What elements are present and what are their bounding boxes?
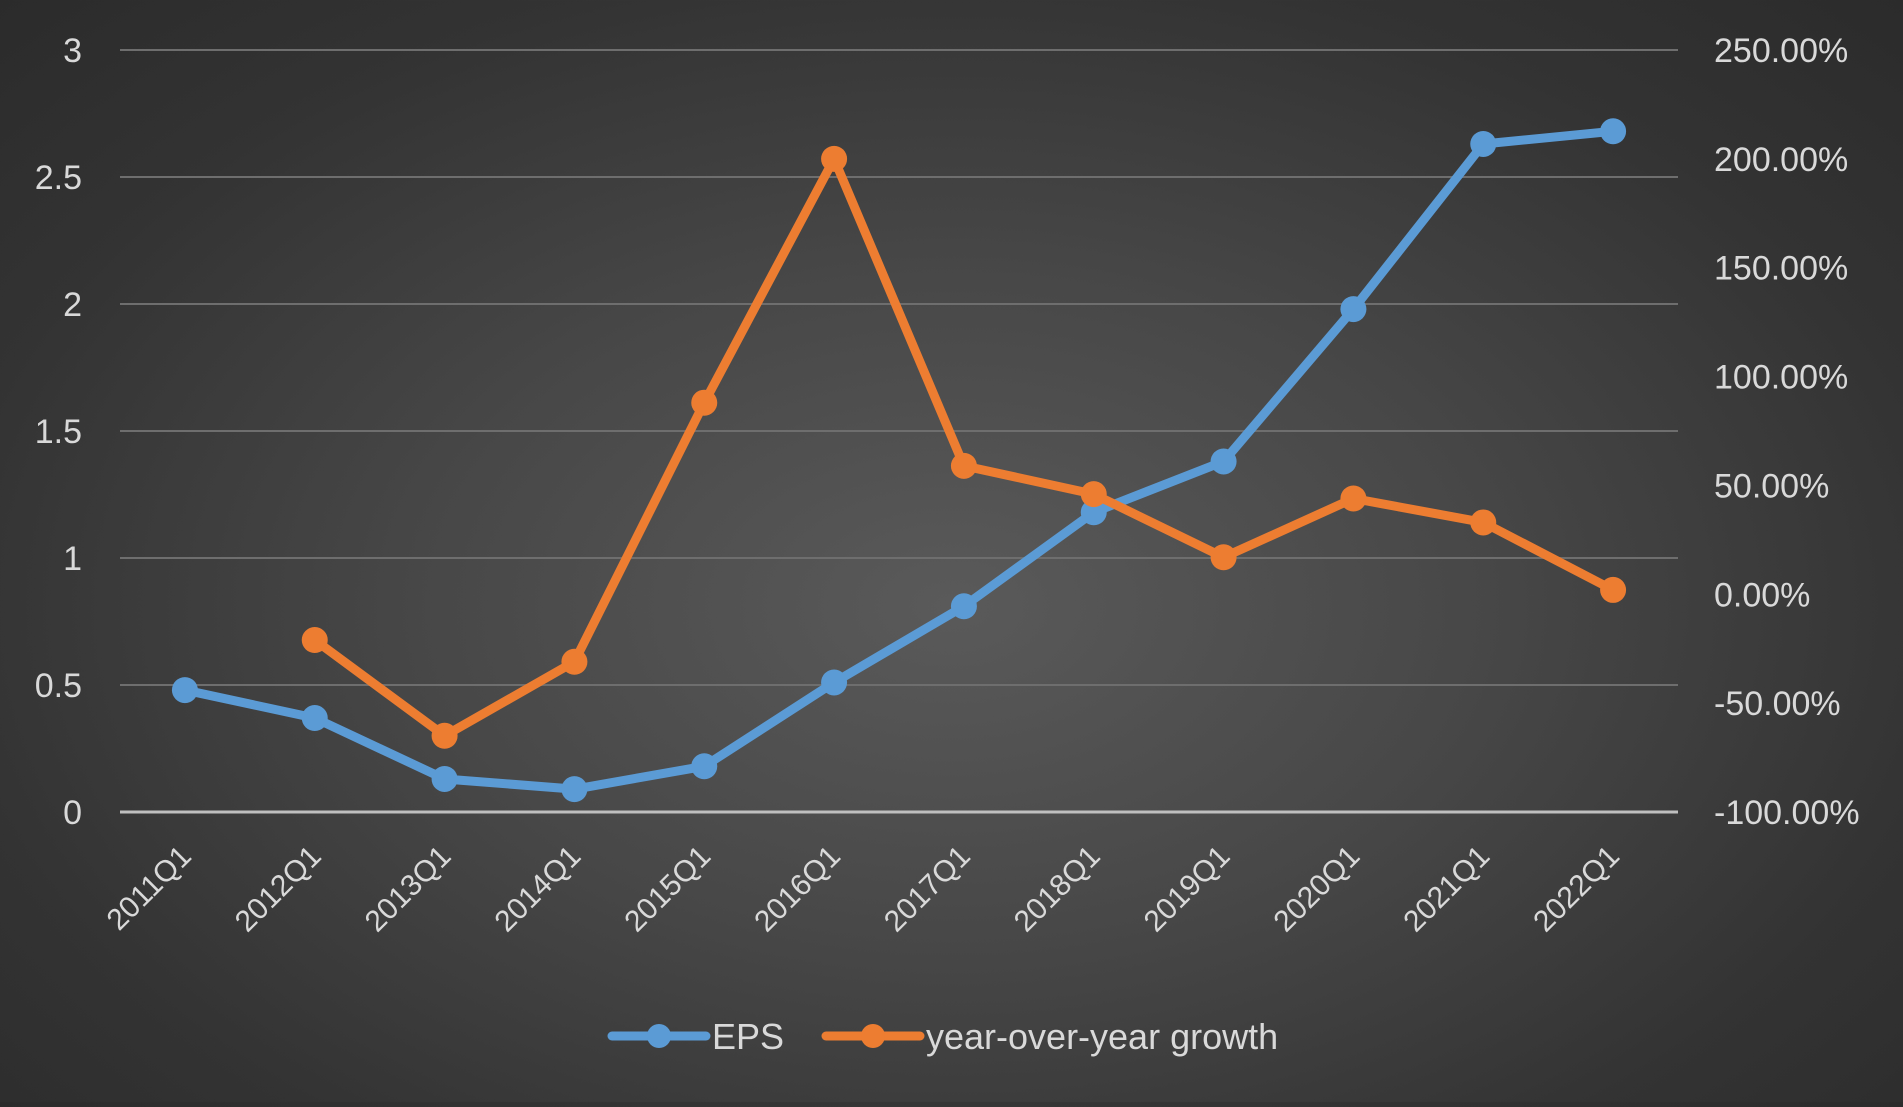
gridlines <box>120 49 1678 686</box>
series-line-yoy-growth <box>310 154 1618 741</box>
data-point-yoy-growth <box>691 389 718 416</box>
y-left-tick-label: 2 <box>63 286 82 324</box>
data-point-yoy-growth <box>821 145 848 172</box>
y-left-tick-label: 0 <box>63 794 82 832</box>
y-right-tick-label: 0.00% <box>1714 576 1810 614</box>
series-line-eps <box>180 126 1618 794</box>
data-point-yoy-growth <box>1210 544 1237 571</box>
legend-label: year-over-year growth <box>926 1016 1278 1057</box>
data-point-yoy-growth <box>1600 576 1627 603</box>
x-tick-label: 2022Q1 <box>1527 840 1626 939</box>
data-point-eps <box>950 593 977 620</box>
y-left-tick-label: 0.5 <box>35 667 82 705</box>
legend-swatch-marker <box>647 1024 671 1048</box>
data-point-yoy-growth <box>950 452 977 479</box>
x-tick-label: 2012Q1 <box>229 840 328 939</box>
x-tick-label: 2016Q1 <box>748 840 847 939</box>
data-point-eps <box>301 705 328 732</box>
data-point-eps <box>1600 118 1627 145</box>
data-point-eps <box>561 776 588 803</box>
data-point-yoy-growth <box>1080 481 1107 508</box>
data-point-eps <box>171 677 198 704</box>
x-tick-label: 2015Q1 <box>618 840 717 939</box>
x-tick-label: 2021Q1 <box>1397 840 1496 939</box>
y-right-tick-label: 150.00% <box>1714 250 1848 288</box>
series-group <box>171 118 1627 803</box>
data-point-eps <box>1340 296 1367 323</box>
legend-label: EPS <box>712 1016 784 1057</box>
y-right-tick-label: 100.00% <box>1714 359 1848 397</box>
data-point-eps <box>691 753 718 780</box>
x-tick-label: 2017Q1 <box>878 840 977 939</box>
data-point-yoy-growth <box>301 627 328 654</box>
data-point-eps <box>821 669 848 696</box>
x-tick-label: 2019Q1 <box>1138 840 1237 939</box>
x-tick-label: 2020Q1 <box>1268 840 1367 939</box>
x-tick-label: 2018Q1 <box>1008 840 1107 939</box>
legend-swatch-marker <box>861 1024 885 1048</box>
y-right-tick-label: 50.00% <box>1714 467 1829 505</box>
data-point-yoy-growth <box>561 648 588 675</box>
x-tick-label: 2011Q1 <box>101 840 198 937</box>
data-point-eps <box>431 765 458 792</box>
y-left-tick-label: 2.5 <box>35 159 82 197</box>
x-tick-label: 2013Q1 <box>359 840 458 939</box>
data-point-yoy-growth <box>1470 509 1497 536</box>
y-right-tick-label: -100.00% <box>1714 794 1860 832</box>
legend: EPS year-over-year growth <box>607 1016 1278 1057</box>
y-left-tick-label: 1.5 <box>35 413 82 451</box>
axes: 0 0.5 1 1.5 2 2.5 3 -100.00% -50.00% 0.00% 50.00% 1… <box>35 32 1860 938</box>
y-right-tick-label: 200.00% <box>1714 141 1848 179</box>
y-left-tick-label: 3 <box>63 32 82 70</box>
data-point-yoy-growth <box>431 722 458 749</box>
data-point-eps <box>1470 130 1497 157</box>
data-point-eps <box>1210 448 1237 475</box>
data-point-yoy-growth <box>1340 485 1367 512</box>
data-point-eps <box>1080 499 1107 526</box>
x-tick-label: 2014Q1 <box>489 840 588 939</box>
y-left-tick-label: 1 <box>63 540 82 578</box>
y-right-tick-label: -50.00% <box>1714 685 1841 723</box>
y-right-tick-label: 250.00% <box>1714 32 1848 70</box>
